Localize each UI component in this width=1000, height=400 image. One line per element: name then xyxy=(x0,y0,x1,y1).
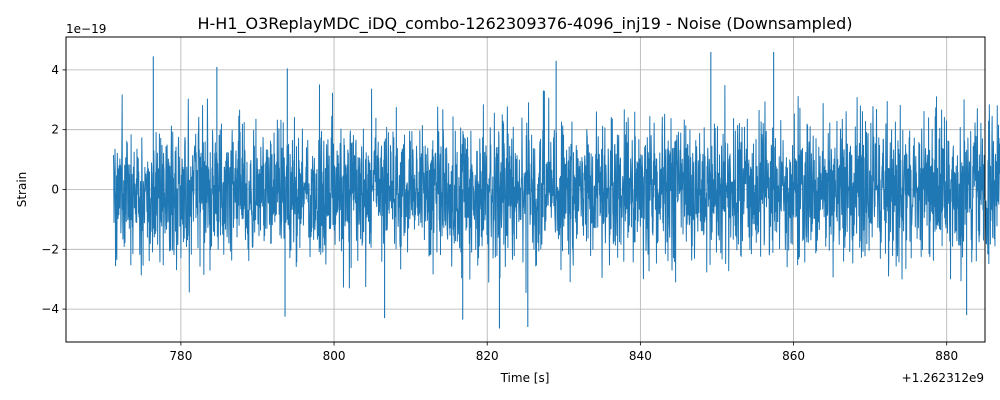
x-axis-ticks: 780 800 820 840 860 880 xyxy=(169,342,958,363)
y-axis-ticks: −4 −2 0 2 4 xyxy=(41,63,66,316)
x-tick-label: 860 xyxy=(782,349,805,363)
x-tick-label: 800 xyxy=(323,349,346,363)
y-axis-label: Strain xyxy=(15,172,29,208)
x-tick-label: 820 xyxy=(476,349,499,363)
x-offset-label: +1.262312e9 xyxy=(902,371,984,385)
x-tick-label: 880 xyxy=(935,349,958,363)
x-tick-label: 780 xyxy=(169,349,192,363)
y-tick-label: 4 xyxy=(51,63,59,77)
y-tick-label: 2 xyxy=(51,123,59,137)
noise-series-line xyxy=(112,84,1000,293)
y-tick-label: 0 xyxy=(51,183,59,197)
chart-title: H-H1_O3ReplayMDC_iDQ_combo-1262309376-40… xyxy=(198,14,853,34)
x-tick-label: 840 xyxy=(629,349,652,363)
series-layer xyxy=(112,51,1000,329)
y-tick-label: −4 xyxy=(41,302,59,316)
x-axis-label: Time [s] xyxy=(500,371,550,385)
y-tick-label: −2 xyxy=(41,242,59,256)
y-scale-label: 1e−19 xyxy=(66,22,106,36)
